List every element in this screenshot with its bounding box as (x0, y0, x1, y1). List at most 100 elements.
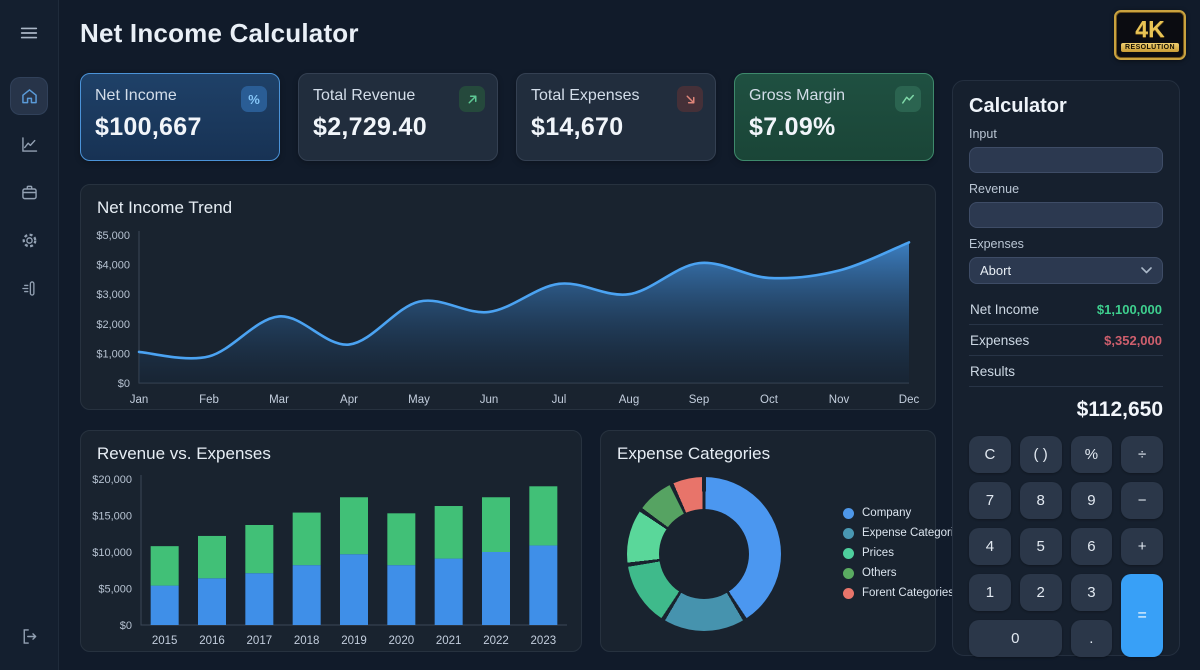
x-tick-label: 2016 (199, 635, 225, 647)
input-field[interactable] (969, 147, 1163, 173)
y-tick-label: $0 (120, 620, 132, 632)
key-plus[interactable]: + (1121, 528, 1163, 565)
donut-hole (659, 509, 749, 599)
key-3[interactable]: 3 (1070, 574, 1113, 611)
bar-segment-revenue (482, 552, 510, 625)
stat-card-gross-margin: Gross Margin $7.09% (734, 73, 934, 161)
bar-segment-expenses (150, 546, 179, 586)
x-tick-label: Jul (552, 394, 567, 406)
y-tick-label: $15,000 (92, 511, 132, 523)
bar-segment-revenue (434, 558, 463, 625)
key-6[interactable]: 6 (1070, 528, 1113, 565)
hamburger-icon (20, 27, 38, 39)
revenue-vs-expenses-chart: $0 $5,000 $10,000 $15,000 $20,000 2015 2016 201… (92, 474, 567, 647)
chart-title: Revenue vs. Expenses (97, 444, 271, 463)
key-divide[interactable]: ÷ (1121, 436, 1163, 473)
legend-label: Company (862, 507, 912, 519)
x-tick-label: 2017 (247, 635, 273, 647)
expenses-select[interactable]: Abort (969, 257, 1163, 284)
sidebar-nav (11, 78, 47, 306)
bar-segment-revenue (198, 578, 226, 625)
sidebar-item-trends[interactable] (11, 126, 47, 162)
4k-resolution-badge: 4K RESOLUTION (1114, 10, 1186, 60)
summary-row-net-income: Net Income $1,100,000 (969, 294, 1163, 325)
chevron-down-icon (1141, 267, 1152, 274)
sidebar (0, 0, 59, 670)
chart-title: Expense Categories (617, 444, 771, 463)
4k-label: 4K (1135, 16, 1165, 42)
stat-card-total-revenue: Total Revenue $2,729.40 (298, 73, 498, 161)
key-minus[interactable]: − (1121, 482, 1163, 519)
x-tick-label: 2020 (389, 635, 415, 647)
x-tick-label: Jan (130, 394, 149, 406)
key-2[interactable]: 2 (1019, 574, 1062, 611)
calculator-panel: Calculator Input Revenue Expenses Abort … (952, 80, 1180, 657)
key-7[interactable]: 7 (969, 482, 1011, 519)
bar-segment-expenses (292, 512, 321, 566)
x-tick-label: 2018 (294, 635, 320, 647)
x-tick-label: Oct (760, 394, 779, 406)
x-tick-label: 2023 (531, 635, 557, 647)
chart-title: Net Income Trend (97, 198, 233, 217)
expense-categories-donut (627, 477, 781, 631)
key-4[interactable]: 4 (969, 528, 1011, 565)
sidebar-item-analytics[interactable] (11, 270, 47, 306)
key-percent[interactable]: % (1070, 436, 1113, 473)
bar-segment-revenue (150, 585, 179, 625)
legend-dot (843, 587, 854, 599)
stat-label: Gross Margin (749, 87, 846, 104)
y-tick-label: $10,000 (92, 547, 132, 559)
bar-segment-expenses (434, 506, 463, 559)
key-1[interactable]: 1 (969, 574, 1011, 611)
stat-value: $100,667 (95, 113, 202, 141)
page-title: Net Income Calculator (80, 18, 359, 48)
expenses-field-label: Expenses (969, 237, 1024, 251)
logout-button[interactable] (11, 618, 47, 654)
key-5[interactable]: 5 (1019, 528, 1062, 565)
results-label: Results (970, 364, 1016, 379)
axis-line (140, 475, 567, 626)
key-decimal[interactable]: . (1070, 620, 1113, 657)
y-tick-label: $20,000 (92, 474, 132, 486)
summary-row-expenses: Expenses $,352,000 (969, 325, 1163, 356)
summary-label: Net Income (970, 302, 1040, 317)
summary-value: $,352,000 (1104, 333, 1162, 348)
key-parentheses[interactable]: ( ) (1019, 436, 1062, 473)
sidebar-item-settings[interactable] (11, 222, 47, 258)
x-tick-label: Apr (340, 394, 358, 406)
stat-label: Total Expenses (531, 87, 640, 104)
gear-icon (22, 233, 36, 247)
legend-label: Expense Categories (862, 527, 966, 539)
key-equals[interactable]: = (1121, 574, 1163, 657)
calculator-title: Calculator (969, 95, 1067, 117)
result-value: $112,650 (1076, 398, 1163, 421)
stat-label: Total Revenue (313, 87, 416, 104)
key-9[interactable]: 9 (1070, 482, 1113, 519)
legend-label: Forent Categories (862, 587, 955, 599)
bar-segment-expenses (245, 524, 274, 574)
sidebar-item-home[interactable] (11, 78, 47, 114)
menu-button[interactable] (11, 15, 47, 51)
legend-item: Others (843, 567, 966, 579)
logout-icon (23, 628, 36, 644)
legend-label: Others (862, 567, 897, 579)
key-0[interactable]: 0 (969, 620, 1062, 657)
trend-line (137, 241, 911, 360)
x-tick-label: Feb (199, 394, 219, 406)
line-chart-icon (21, 136, 37, 152)
key-8[interactable]: 8 (1019, 482, 1062, 519)
key-clear[interactable]: C (969, 436, 1011, 473)
sidebar-item-portfolio[interactable] (11, 174, 47, 210)
stat-card-net-income: Net Income % $100,667 (80, 73, 280, 161)
legend-dot (843, 507, 854, 519)
legend-item: Expense Categories (843, 527, 966, 539)
revenue-field-label: Revenue (969, 182, 1020, 196)
net-income-trend-chart: $0 $1,000 $2,000 $3,000 $4,000 $5,000 Jan Feb Ma… (96, 230, 919, 406)
revenue-field[interactable] (969, 202, 1163, 228)
net-income-trend-card: Net Income Trend $0 $1,000 $2,000 $3,000 $4,… (80, 184, 936, 410)
bar-segment-revenue (245, 573, 274, 625)
briefcase-icon (21, 185, 37, 199)
x-tick-label: 2019 (341, 635, 367, 647)
y-tick-label: $2,000 (96, 319, 130, 331)
stat-label: Net Income (95, 87, 177, 104)
